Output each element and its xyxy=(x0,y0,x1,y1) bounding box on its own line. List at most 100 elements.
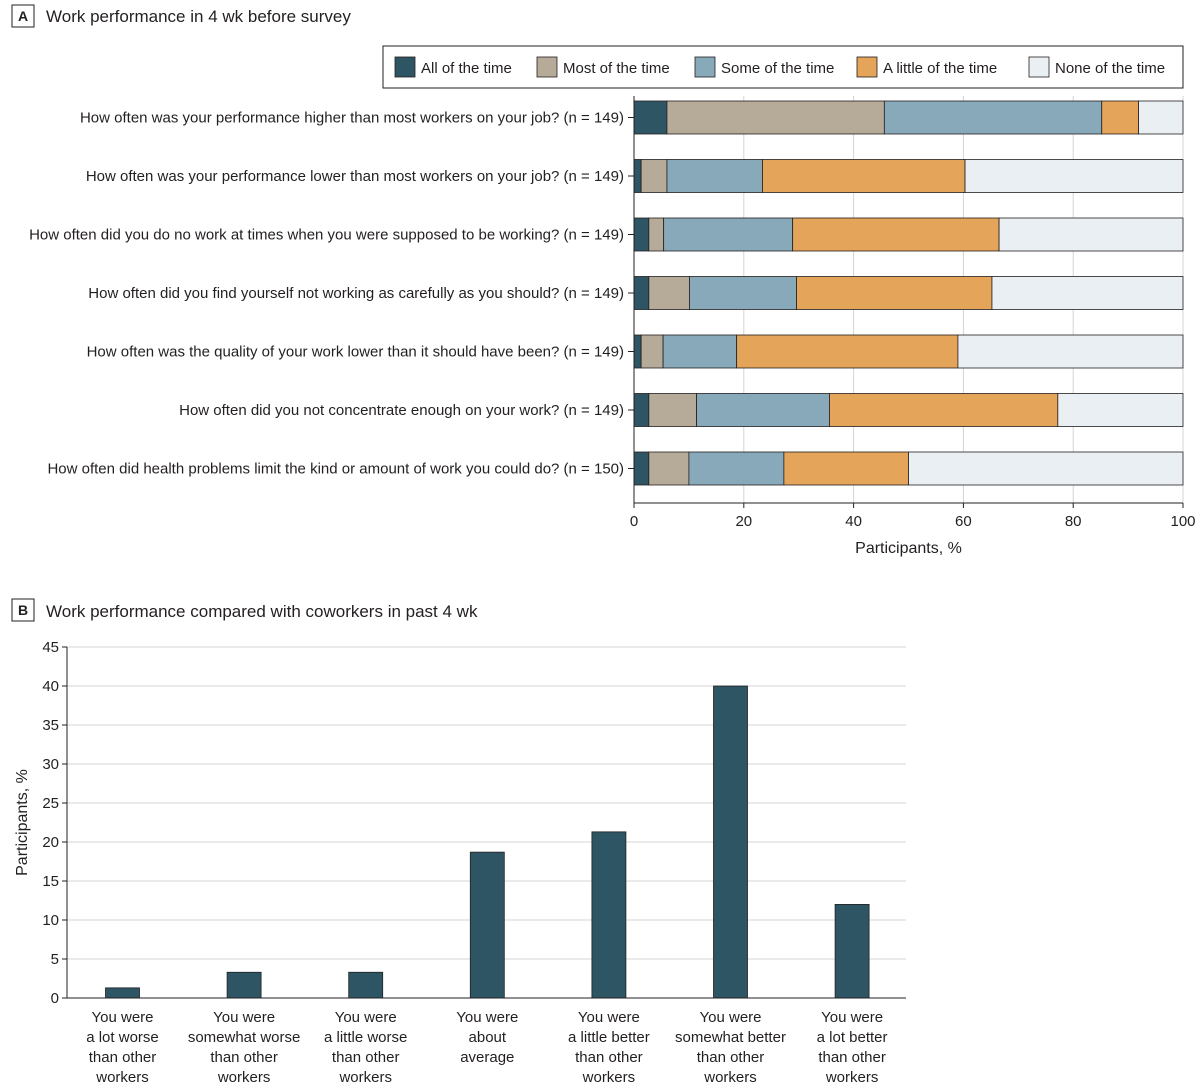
legend-label: Some of the time xyxy=(721,60,834,77)
category-label: You were a little better than other workers xyxy=(568,1009,650,1086)
category-label: You were about average xyxy=(456,1009,518,1066)
category-label-line: You were xyxy=(456,1009,518,1026)
panel-b-title: Work performance compared with coworkers… xyxy=(46,602,478,621)
category-label-line: a little better xyxy=(568,1029,650,1046)
category-label: You were somewhat better than other workers xyxy=(675,1009,786,1086)
bar-segment xyxy=(908,451,1184,486)
bar-segment xyxy=(762,159,966,193)
tick-label-x: 100 xyxy=(1170,513,1195,530)
category-label-line: workers xyxy=(703,1069,757,1086)
category-label-line: You were xyxy=(821,1009,883,1026)
bar-segment xyxy=(640,334,664,369)
bar-segment xyxy=(663,217,794,252)
tick-label-y: 15 xyxy=(42,873,59,890)
bar-segment xyxy=(689,276,797,310)
category-label: You were a lot better than other workers xyxy=(817,1009,888,1086)
legend-label: None of the time xyxy=(1055,60,1165,77)
category-label: You were somewhat worse than other workers xyxy=(188,1009,301,1086)
legend-box xyxy=(382,45,1184,89)
category-label-line: a lot better xyxy=(817,1029,888,1046)
bar-segment xyxy=(633,100,668,135)
bar-segment xyxy=(964,159,1184,193)
bar-segment xyxy=(640,159,668,193)
tick-label-x: 0 xyxy=(630,513,638,530)
legend-swatch xyxy=(694,56,716,78)
bar-segment xyxy=(796,276,993,310)
bar-segment xyxy=(736,334,959,369)
category-label-line: than other xyxy=(818,1049,886,1066)
bar-segment xyxy=(662,334,738,369)
bar-segment xyxy=(998,217,1184,252)
question-label: How often was your performance lower tha… xyxy=(86,168,624,185)
category-label-line: You were xyxy=(578,1009,640,1026)
tick-label-x: 60 xyxy=(955,513,972,530)
category-label-line: than other xyxy=(210,1049,278,1066)
panel-a-letter-box xyxy=(11,4,35,28)
tick-label-y: 30 xyxy=(42,756,59,773)
category-label-line: than other xyxy=(697,1049,765,1066)
bar-segment xyxy=(991,276,1184,310)
legend-swatch xyxy=(856,56,878,78)
legend-label: All of the time xyxy=(421,60,512,77)
question-label: How often was your performance higher th… xyxy=(80,110,624,127)
bar-segment xyxy=(648,217,665,252)
bar-segment xyxy=(666,100,885,135)
bar-segment xyxy=(633,393,650,427)
tick-label-x: 40 xyxy=(845,513,862,530)
tick-label-y: 10 xyxy=(42,912,59,929)
category-label-line: about xyxy=(469,1029,507,1046)
bar xyxy=(226,971,262,999)
bar-segment xyxy=(1101,100,1139,135)
tick-label-x: 20 xyxy=(735,513,752,530)
tick-label-y: 35 xyxy=(42,717,59,734)
category-label-line: You were xyxy=(92,1009,154,1026)
legend-swatch xyxy=(536,56,558,78)
panel-b-letter-box xyxy=(11,598,35,622)
category-label-line: You were xyxy=(700,1009,762,1026)
tick-label-x: 80 xyxy=(1065,513,1082,530)
category-label-line: a little worse xyxy=(324,1029,407,1046)
legend-label: Most of the time xyxy=(563,60,670,77)
bar xyxy=(105,987,140,999)
bar-segment xyxy=(829,393,1059,427)
bar-segment xyxy=(648,393,697,427)
question-label: How often was the quality of your work l… xyxy=(87,344,624,361)
bar-segment xyxy=(883,100,1103,135)
legend: All of the time Most of the time Some of t… xyxy=(382,45,1184,89)
category-label-line: than other xyxy=(575,1049,643,1066)
bar-segment xyxy=(792,217,1000,252)
bar-segment xyxy=(633,217,650,252)
question-label: How often did you do no work at times wh… xyxy=(29,227,624,244)
category-label-line: a lot worse xyxy=(86,1029,159,1046)
panel-a-title: Work performance in 4 wk before survey xyxy=(46,7,351,26)
category-label-line: workers xyxy=(95,1069,149,1086)
bar-segment xyxy=(666,159,763,193)
bar-segment xyxy=(696,393,830,427)
category-label-line: workers xyxy=(217,1069,271,1086)
category-label-line: somewhat better xyxy=(675,1029,786,1046)
tick-label-y: 5 xyxy=(51,951,59,968)
category-label: You were a lot worse than other workers xyxy=(86,1009,159,1086)
category-label-line: workers xyxy=(582,1069,636,1086)
bar-segment xyxy=(633,334,642,369)
panel-b-chart: 0 5 10 15 20 25 30 35 40 45 You were a lot worse tha… xyxy=(14,639,906,1086)
bar-segment xyxy=(1138,100,1184,135)
question-label: How often did health problems limit the … xyxy=(47,461,624,478)
category-label-line: than other xyxy=(89,1049,157,1066)
bar-segment xyxy=(633,276,650,310)
legend-label: A little of the time xyxy=(883,60,997,77)
category-label-line: You were xyxy=(335,1009,397,1026)
bar xyxy=(348,971,384,999)
bar-segment xyxy=(633,451,650,486)
tick-label-y: 20 xyxy=(42,834,59,851)
question-label: How often did you not concentrate enough… xyxy=(179,402,624,419)
panel-a-letter: A xyxy=(18,8,28,24)
bar-segment xyxy=(957,334,1184,369)
panel-b-letter: B xyxy=(18,602,28,618)
x-axis-label: Participants, % xyxy=(855,540,962,557)
panel-b-header: B Work performance compared with coworke… xyxy=(11,598,478,622)
category-label-line: somewhat worse xyxy=(188,1029,301,1046)
tick-label-y: 0 xyxy=(51,990,59,1007)
bar xyxy=(469,851,505,999)
